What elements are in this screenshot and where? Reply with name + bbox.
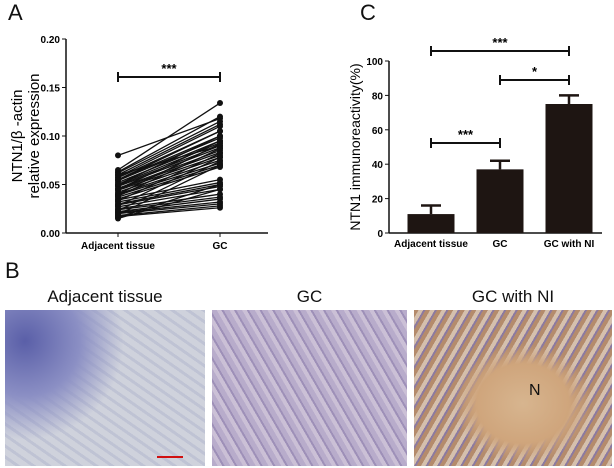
paired-line (117, 156, 221, 207)
data-point (217, 145, 223, 152)
data-point (115, 176, 121, 183)
paired-line (117, 198, 221, 213)
paired-line (117, 142, 221, 186)
y-tick-label: 0.00 (41, 229, 61, 240)
paired-line (117, 120, 221, 174)
bar (545, 104, 593, 233)
x-tick-label: Adjacent tissue (81, 241, 155, 252)
y-tick-label: 80 (372, 91, 384, 102)
error-bar (490, 159, 510, 170)
paired-line (117, 125, 221, 178)
x-tick-label: Adjacent tissue (394, 239, 468, 250)
significance-bracket (430, 46, 570, 56)
paired-line (117, 123, 221, 176)
data-point (217, 133, 223, 139)
paired-line (117, 143, 221, 195)
paired-line (117, 135, 221, 181)
paired-line (117, 201, 221, 214)
paired-line (117, 183, 221, 205)
bar (407, 214, 455, 233)
significance-label: *** (458, 127, 474, 142)
scale-bar (157, 456, 183, 458)
y-tick-label: 100 (366, 57, 383, 68)
panel-label-a: A (8, 0, 23, 25)
y-tick-label: 0.20 (41, 35, 61, 46)
paired-line (117, 140, 221, 184)
y-tick-label: 40 (372, 160, 384, 171)
y-tick-label: 0.15 (41, 84, 61, 95)
image-title-gc-ni: GC with NI (471, 287, 555, 306)
panel-label-b: B (5, 258, 20, 283)
paired-line (117, 160, 221, 212)
y-axis-label: NTN1 immunoreactivity(%) (347, 63, 363, 230)
paired-line (117, 162, 221, 196)
paired-line (117, 148, 221, 197)
bar (476, 169, 524, 233)
micrograph-adjacent (5, 310, 205, 466)
significance-bracket (499, 75, 570, 85)
paired-line (117, 188, 221, 220)
paired-line (117, 188, 221, 208)
y-axis-label: NTN1/β -actinrelative expression (9, 73, 43, 198)
data-point (217, 140, 223, 147)
data-point (217, 128, 223, 135)
data-point (217, 204, 223, 211)
y-tick-label: 0.05 (41, 181, 61, 192)
error-bar (421, 204, 441, 215)
significance-label: *** (492, 35, 508, 50)
image-title-adjacent: Adjacent tissue (47, 287, 163, 306)
data-point (115, 197, 121, 204)
paired-line (117, 135, 221, 186)
y-tick-label: 0 (377, 229, 383, 240)
data-point (115, 171, 121, 178)
paired-line (117, 140, 221, 190)
data-point (115, 211, 121, 218)
paired-line (117, 147, 221, 188)
paired-line (117, 164, 221, 216)
data-point (115, 202, 121, 209)
micrograph-gc-ni: N (414, 310, 612, 466)
data-point (217, 181, 223, 188)
significance-bracket (430, 138, 501, 148)
chart-a: 0.00 0.05 0.10 0.15 0.20 Adjacent tissue GC NTN… (9, 35, 268, 252)
y-tick-label: 60 (372, 126, 384, 137)
data-point (217, 123, 223, 130)
x-tick-label: GC (493, 239, 508, 250)
y-tick-label: 20 (372, 195, 384, 206)
data-point (217, 113, 223, 120)
data-point (217, 186, 223, 193)
paired-line (117, 152, 221, 202)
significance-label: *** (161, 61, 177, 76)
x-tick-label: GC with NI (544, 239, 595, 250)
image-title-gc: GC (296, 287, 323, 306)
significance-label: * (532, 64, 538, 79)
paired-line (117, 130, 221, 181)
paired-line (117, 102, 221, 171)
micrograph-gc (212, 310, 407, 466)
data-point (217, 162, 223, 169)
paired-line (117, 151, 221, 190)
significance-bracket (117, 72, 221, 82)
paired-line (117, 181, 221, 203)
data-point (115, 193, 121, 200)
data-point (115, 186, 121, 193)
x-tick-label: GC (213, 241, 228, 252)
data-point (115, 181, 121, 188)
data-point (115, 152, 121, 159)
nerve-annotation: N (529, 382, 541, 399)
error-bar (559, 94, 579, 104)
y-axis-label-line: relative expression (26, 73, 43, 198)
panel-label-c: C (360, 0, 376, 25)
paired-line (117, 116, 221, 173)
paired-line (117, 207, 221, 218)
paired-line (117, 137, 221, 182)
data-point (217, 100, 223, 107)
y-axis-label-line: NTN1/β -actin (9, 90, 26, 183)
paired-line (117, 183, 221, 219)
y-tick-label: 0.10 (41, 132, 61, 143)
